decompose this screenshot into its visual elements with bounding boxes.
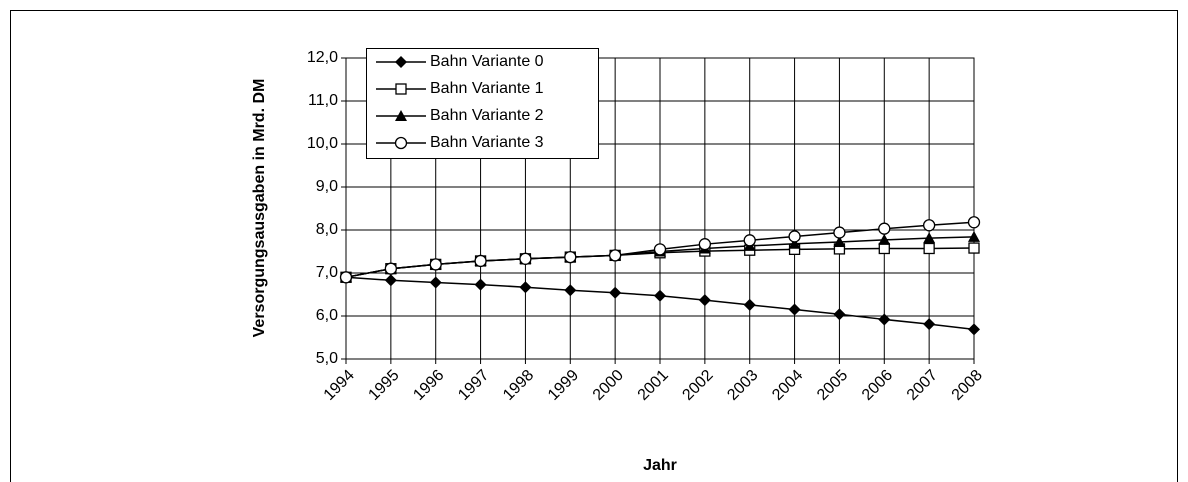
marker (474, 278, 487, 291)
x-tick-label: 2001 (635, 367, 672, 404)
x-tick-label: 2003 (724, 367, 761, 404)
marker (698, 238, 712, 251)
marker (339, 271, 353, 284)
marker (608, 249, 622, 262)
marker (833, 236, 846, 248)
marker (788, 237, 801, 249)
plot-border (345, 57, 975, 360)
y-tick-label: 7,0 (316, 264, 338, 281)
marker (788, 303, 801, 316)
marker (968, 230, 980, 242)
legend-marker (395, 110, 407, 121)
legend-marker (395, 83, 407, 95)
x-tick-label: 2005 (814, 367, 851, 404)
marker (923, 318, 936, 331)
legend-label: Bahn Variante 1 (430, 80, 544, 97)
marker (878, 313, 891, 326)
x-tick-label: 1996 (410, 367, 447, 404)
x-tick-label: 2000 (590, 367, 627, 404)
marker (384, 274, 397, 287)
legend-marker (395, 56, 407, 68)
x-axis-label: Jahr (643, 457, 677, 474)
marker (564, 284, 577, 297)
marker (519, 252, 532, 265)
x-tick-label: 1997 (455, 367, 492, 404)
marker (833, 226, 846, 239)
marker (654, 289, 666, 302)
marker (384, 262, 398, 275)
marker (474, 254, 487, 268)
marker (878, 222, 891, 235)
y-tick-label: 5,0 (316, 350, 338, 367)
x-tick-label: 1994 (321, 367, 358, 404)
marker (878, 242, 890, 255)
y-tick-label: 10,0 (307, 135, 338, 152)
y-tick-label: 12,0 (307, 49, 338, 66)
marker (743, 234, 756, 247)
y-tick-label: 8,0 (316, 221, 338, 238)
x-tick-label: 2008 (949, 367, 986, 404)
marker (743, 298, 756, 311)
marker (653, 243, 667, 256)
y-tick-label: 6,0 (316, 307, 338, 324)
y-tick-label: 11,0 (308, 92, 338, 109)
legend-marker (394, 136, 408, 150)
x-tick-label: 1995 (365, 367, 402, 404)
x-tick-label: 1999 (545, 367, 582, 404)
marker (788, 230, 801, 243)
x-tick-label: 2007 (904, 367, 941, 404)
frame (10, 10, 1178, 482)
x-tick-label: 2002 (679, 367, 716, 404)
marker (833, 308, 846, 321)
marker (878, 233, 891, 245)
marker (609, 286, 622, 299)
marker (923, 242, 935, 255)
marker (564, 250, 577, 264)
legend-label: Bahn Variante 0 (430, 53, 544, 70)
legend-label: Bahn Variante 3 (430, 134, 544, 151)
marker (967, 216, 981, 229)
marker (429, 258, 442, 271)
marker (698, 294, 711, 307)
y-axis-label: Versorgungsausgaben in Mrd. DM (251, 79, 268, 338)
marker (968, 323, 980, 336)
legend-label: Bahn Variante 2 (430, 107, 544, 124)
marker (923, 232, 936, 244)
x-tick-label: 2004 (769, 367, 806, 404)
x-tick-label: 1998 (500, 367, 537, 404)
marker (519, 281, 532, 294)
y-tick-label: 9,0 (316, 178, 338, 195)
marker (922, 219, 936, 232)
x-tick-label: 2006 (859, 367, 896, 404)
marker (968, 242, 980, 254)
marker (429, 276, 442, 289)
